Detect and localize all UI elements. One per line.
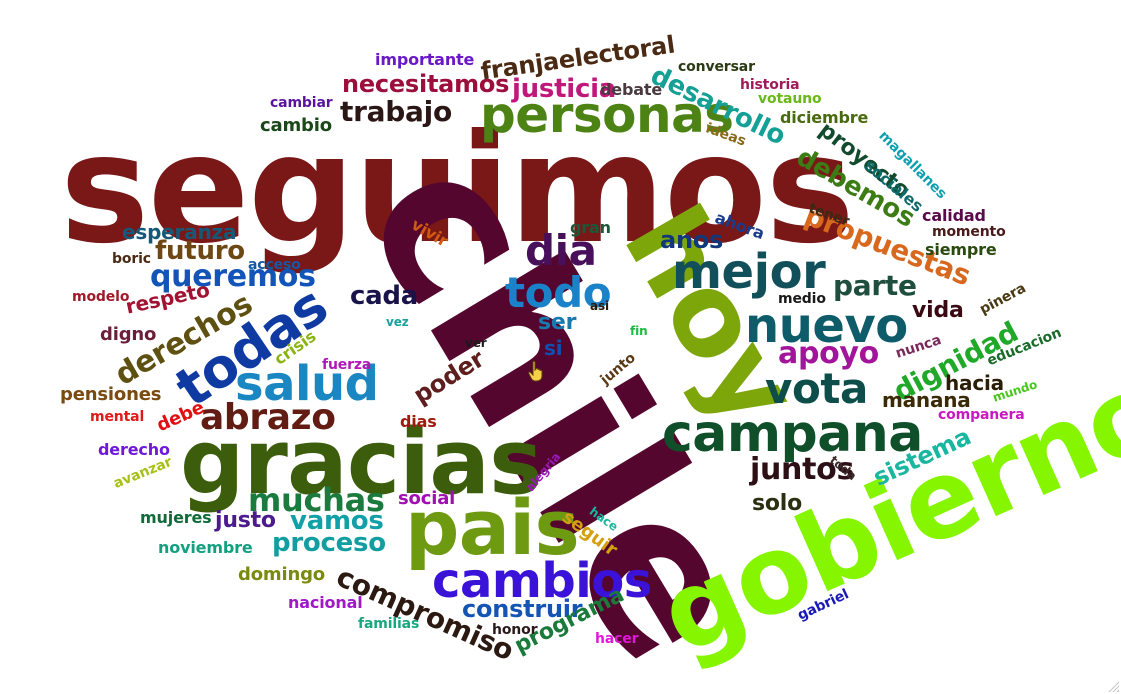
cloud-word: pais — [405, 483, 580, 572]
cloud-word: siempre — [925, 240, 997, 259]
cloud-word: trabajo — [340, 95, 452, 128]
cloud-word: juntos — [750, 452, 855, 487]
cloud-word: diciembre — [780, 108, 869, 127]
cloud-word: apoyo — [778, 336, 879, 371]
cloud-word: votauno — [758, 91, 822, 107]
cloud-word: domingo — [238, 564, 325, 585]
cloud-word: familias — [358, 616, 420, 632]
cloud-word: seguimos — [60, 103, 855, 277]
cloud-word: parte — [833, 269, 917, 302]
cloud-word: cada — [350, 281, 419, 311]
cloud-word: honor — [492, 622, 538, 638]
cloud-word: manana — [882, 388, 971, 412]
cloud-word: justo — [215, 508, 276, 533]
hand-cursor-icon — [528, 360, 543, 382]
cloud-word: acceso — [248, 257, 301, 273]
cloud-word: importante — [375, 50, 475, 69]
cloud-word: si — [544, 336, 563, 360]
cloud-word: fin — [630, 324, 648, 338]
cloud-word: solo — [752, 491, 802, 516]
cloud-word: proceso — [272, 528, 386, 558]
cloud-word: companera — [938, 407, 1025, 423]
cloud-word: momento — [932, 224, 1006, 240]
cloud-word: necesitamos — [342, 70, 510, 98]
cloud-word: anos — [660, 226, 724, 254]
cloud-word: esperanza — [122, 220, 237, 244]
cloud-word: campana — [662, 404, 923, 464]
cloud-word: gracias — [180, 410, 543, 515]
cloud-word: vida — [912, 298, 964, 323]
cloud-word: mental — [90, 409, 145, 425]
cloud-word: todo — [505, 268, 612, 317]
cloud-word: personas — [480, 86, 734, 144]
cloud-word: ser — [538, 310, 577, 335]
cloud-word: salud — [235, 356, 379, 412]
cloud-word: dias — [400, 412, 437, 431]
cloud-word: futuro — [155, 236, 245, 266]
cloud-word: mejor — [672, 244, 826, 300]
cloud-word: modelo — [72, 289, 130, 305]
cloud-word: conversar — [678, 59, 755, 75]
cloud-word: digno — [100, 324, 157, 345]
cloud-word: medio — [778, 291, 826, 307]
cloud-word: pensiones — [60, 384, 162, 405]
cloud-word: mujeres — [140, 508, 212, 527]
cloud-word: justicia — [512, 74, 617, 104]
cloud-word: construir — [462, 595, 583, 623]
cloud-word: pinera — [977, 280, 1029, 318]
cloud-word: social — [398, 488, 456, 509]
cloud-word: noviembre — [158, 538, 253, 557]
cloud-word: vez — [386, 315, 409, 329]
cloud-word: derecho — [98, 440, 170, 459]
cloud-word: vamos — [290, 506, 384, 536]
cloud-word: dia — [525, 226, 597, 275]
cloud-word: nacional — [288, 593, 363, 612]
cloud-word: nuevo — [745, 298, 908, 354]
cloud-word: ver — [465, 336, 487, 350]
cloud-word: boric — [112, 251, 151, 267]
cloud-word: debate — [600, 80, 663, 99]
cloud-word: gran — [570, 218, 611, 237]
cloud-word: hacer — [595, 631, 639, 647]
cloud-word: asi — [590, 299, 609, 313]
cloud-word: cambio — [260, 115, 332, 136]
cloud-word: fuerza — [322, 357, 372, 373]
cloud-word: hacia — [945, 371, 1004, 395]
cloud-word: muchas — [248, 481, 385, 519]
cloud-word: cambios — [432, 553, 652, 609]
cloud-word: calidad — [922, 206, 986, 225]
cloud-word: abrazo — [200, 397, 336, 438]
cloud-word: avanzar — [111, 454, 175, 492]
cloud-word: cambiar — [270, 95, 333, 111]
cloud-word: historia — [740, 77, 800, 93]
resize-grip-icon[interactable] — [1107, 680, 1119, 692]
cloud-word: vota — [765, 364, 868, 413]
cloud-word: queremos — [150, 259, 316, 294]
